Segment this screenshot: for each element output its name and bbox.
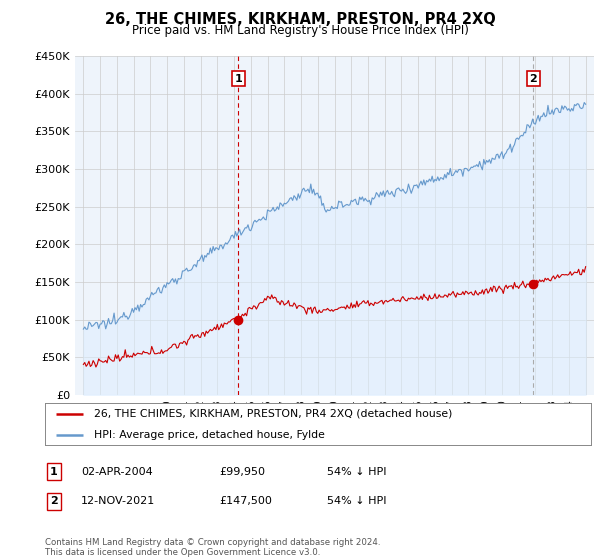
Text: 2: 2 <box>529 73 537 83</box>
Text: HPI: Average price, detached house, Fylde: HPI: Average price, detached house, Fyld… <box>94 430 325 440</box>
Text: Price paid vs. HM Land Registry's House Price Index (HPI): Price paid vs. HM Land Registry's House … <box>131 24 469 37</box>
Text: 54% ↓ HPI: 54% ↓ HPI <box>327 466 386 477</box>
Text: 26, THE CHIMES, KIRKHAM, PRESTON, PR4 2XQ: 26, THE CHIMES, KIRKHAM, PRESTON, PR4 2X… <box>104 12 496 27</box>
Text: 12-NOV-2021: 12-NOV-2021 <box>81 496 155 506</box>
Text: 02-APR-2004: 02-APR-2004 <box>81 466 153 477</box>
Text: 1: 1 <box>50 466 58 477</box>
Text: 1: 1 <box>235 73 242 83</box>
Text: £99,950: £99,950 <box>219 466 265 477</box>
Text: 26, THE CHIMES, KIRKHAM, PRESTON, PR4 2XQ (detached house): 26, THE CHIMES, KIRKHAM, PRESTON, PR4 2X… <box>94 409 452 419</box>
Text: 2: 2 <box>50 496 58 506</box>
Text: Contains HM Land Registry data © Crown copyright and database right 2024.
This d: Contains HM Land Registry data © Crown c… <box>45 538 380 557</box>
Text: £147,500: £147,500 <box>219 496 272 506</box>
Text: 54% ↓ HPI: 54% ↓ HPI <box>327 496 386 506</box>
